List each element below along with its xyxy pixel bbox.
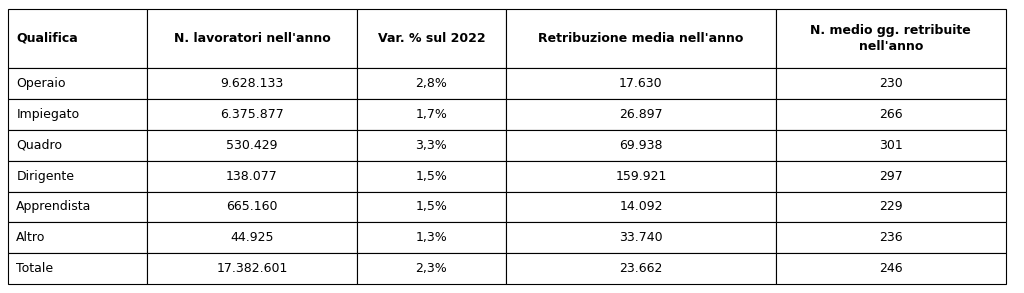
Text: Altro: Altro bbox=[16, 231, 46, 244]
Text: 26.897: 26.897 bbox=[620, 108, 663, 121]
Text: 665.160: 665.160 bbox=[226, 200, 278, 214]
Bar bbox=[506, 9, 776, 68]
Text: Operaio: Operaio bbox=[16, 77, 66, 90]
Text: Var. % sul 2022: Var. % sul 2022 bbox=[378, 32, 485, 45]
Text: 138.077: 138.077 bbox=[226, 170, 278, 183]
Bar bbox=[356, 192, 506, 222]
Bar bbox=[8, 161, 147, 192]
Bar bbox=[776, 9, 1006, 68]
Bar bbox=[356, 99, 506, 130]
Text: 17.382.601: 17.382.601 bbox=[216, 262, 288, 275]
Text: 159.921: 159.921 bbox=[615, 170, 667, 183]
Bar bbox=[147, 222, 356, 253]
Bar bbox=[356, 68, 506, 99]
Bar bbox=[776, 253, 1006, 284]
Bar bbox=[8, 130, 147, 161]
Bar bbox=[776, 161, 1006, 192]
Bar bbox=[147, 130, 356, 161]
Text: N. medio gg. retribuite
nell'anno: N. medio gg. retribuite nell'anno bbox=[810, 24, 971, 53]
Bar bbox=[8, 68, 147, 99]
Text: Totale: Totale bbox=[16, 262, 53, 275]
Text: Quadro: Quadro bbox=[16, 139, 62, 152]
Text: 530.429: 530.429 bbox=[226, 139, 278, 152]
Bar bbox=[147, 99, 356, 130]
Text: 9.628.133: 9.628.133 bbox=[220, 77, 284, 90]
Bar bbox=[8, 9, 147, 68]
Text: N. lavoratori nell'anno: N. lavoratori nell'anno bbox=[174, 32, 331, 45]
Bar bbox=[8, 192, 147, 222]
Bar bbox=[356, 253, 506, 284]
Text: 69.938: 69.938 bbox=[620, 139, 663, 152]
Text: Impiegato: Impiegato bbox=[16, 108, 80, 121]
Bar bbox=[506, 161, 776, 192]
Bar bbox=[506, 222, 776, 253]
Text: 3,3%: 3,3% bbox=[416, 139, 447, 152]
Text: 246: 246 bbox=[879, 262, 903, 275]
Text: 1,5%: 1,5% bbox=[416, 170, 447, 183]
Text: 229: 229 bbox=[879, 200, 903, 214]
Text: 23.662: 23.662 bbox=[620, 262, 663, 275]
Text: Apprendista: Apprendista bbox=[16, 200, 91, 214]
Bar bbox=[147, 9, 356, 68]
Bar bbox=[8, 222, 147, 253]
Text: 1,7%: 1,7% bbox=[416, 108, 447, 121]
Text: 1,5%: 1,5% bbox=[416, 200, 447, 214]
Bar bbox=[356, 222, 506, 253]
Bar bbox=[147, 253, 356, 284]
Text: 2,3%: 2,3% bbox=[416, 262, 447, 275]
Text: 1,3%: 1,3% bbox=[416, 231, 447, 244]
Text: Qualifica: Qualifica bbox=[16, 32, 78, 45]
Bar bbox=[356, 161, 506, 192]
Text: 17.630: 17.630 bbox=[620, 77, 663, 90]
Bar bbox=[506, 253, 776, 284]
Bar bbox=[506, 192, 776, 222]
Bar bbox=[356, 130, 506, 161]
Text: 2,8%: 2,8% bbox=[416, 77, 447, 90]
Text: Retribuzione media nell'anno: Retribuzione media nell'anno bbox=[539, 32, 743, 45]
Text: 301: 301 bbox=[879, 139, 903, 152]
Text: 33.740: 33.740 bbox=[620, 231, 663, 244]
Bar bbox=[147, 68, 356, 99]
Bar bbox=[356, 9, 506, 68]
Text: 6.375.877: 6.375.877 bbox=[220, 108, 284, 121]
Bar bbox=[776, 222, 1006, 253]
Text: Dirigente: Dirigente bbox=[16, 170, 75, 183]
Bar bbox=[506, 99, 776, 130]
Bar bbox=[506, 68, 776, 99]
Text: 44.925: 44.925 bbox=[230, 231, 273, 244]
Text: 236: 236 bbox=[879, 231, 903, 244]
Bar bbox=[8, 253, 147, 284]
Bar bbox=[776, 99, 1006, 130]
Bar bbox=[776, 192, 1006, 222]
Bar bbox=[8, 99, 147, 130]
Bar bbox=[776, 130, 1006, 161]
Text: 230: 230 bbox=[879, 77, 903, 90]
Bar bbox=[147, 192, 356, 222]
Bar bbox=[147, 161, 356, 192]
Bar bbox=[776, 68, 1006, 99]
Text: 266: 266 bbox=[879, 108, 903, 121]
Bar bbox=[506, 130, 776, 161]
Text: 14.092: 14.092 bbox=[620, 200, 663, 214]
Text: 297: 297 bbox=[879, 170, 903, 183]
